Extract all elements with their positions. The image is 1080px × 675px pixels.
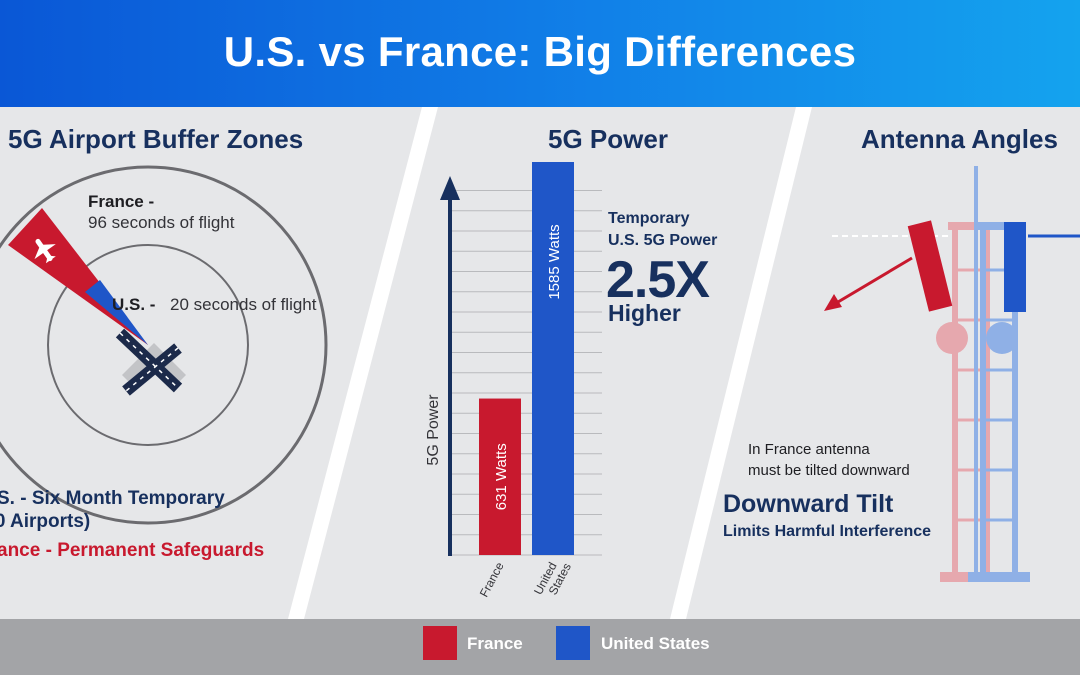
france-buffer-circle [0, 165, 328, 525]
buffer-zones-title: 5G Airport Buffer Zones [8, 124, 304, 154]
legend-swatch-france [423, 626, 457, 660]
header-banner: U.S. vs France: Big Differences [0, 0, 1080, 107]
bar-france [479, 398, 521, 555]
us-zone-detail: 20 seconds of flight [170, 295, 317, 314]
antenna-note-line1: In France antenna [748, 441, 870, 458]
bar-united-states [532, 162, 574, 555]
power-bar-chart: 631 Watts France 1585 Watts UnitedStates 5G… [425, 162, 602, 604]
antenna-note-line2: must be tilted downward [748, 462, 910, 479]
us-safeguard-note: U.S. - Six Month Temporary [0, 488, 225, 509]
us-zone-wedge [85, 280, 148, 345]
panel-divider-right [670, 107, 812, 619]
downward-tilt-subtitle: Limits Harmful Interference [723, 523, 932, 540]
category-label: UnitedStates [531, 555, 574, 604]
france-tower [936, 222, 1002, 582]
buffer-zone-diagram [0, 165, 328, 525]
downward-tilt-title: Downward Tilt [723, 490, 894, 518]
bar-value-label: 631 Watts [493, 443, 510, 510]
antenna-title: Antenna Angles [861, 124, 1058, 154]
power-title: 5G Power [548, 124, 668, 154]
callout-us-power: U.S. 5G Power [608, 232, 718, 249]
france-safeguard-note: France - Permanent Safeguards [0, 540, 265, 561]
callout-higher: Higher [608, 300, 681, 326]
callout-multiplier: 2.5X [606, 251, 710, 309]
france-signal-arrow-icon [824, 294, 842, 311]
panel-divider-left [288, 107, 438, 619]
us-zone-label: U.S. - [112, 295, 156, 314]
bar-value-label: 1585 Watts [546, 224, 563, 299]
france-zone-label: France - [88, 192, 155, 211]
callout-temporary: Temporary [608, 210, 690, 227]
france-antenna-panel [907, 220, 953, 312]
page-title: U.S. vs France: Big Differences [223, 28, 857, 75]
legend-label-france: France [467, 634, 523, 653]
france-signal-line [837, 256, 913, 304]
us-airports-note: (50 Airports) [0, 511, 91, 532]
us-antenna-panel [1004, 222, 1026, 312]
us-buffer-circle [47, 244, 249, 446]
category-label: France [477, 560, 507, 600]
legend-label-united-states: United States [601, 634, 710, 653]
us-tower [968, 166, 1030, 582]
legend-footer: France United States [0, 619, 1080, 675]
france-zone-detail: 96 seconds of flight [88, 213, 235, 232]
runway-x-icon [115, 328, 186, 396]
y-axis-label: 5G Power [425, 394, 442, 466]
legend-swatch-united-states [556, 626, 590, 660]
y-axis-arrow-icon [440, 176, 460, 200]
antenna-tower-diagram [824, 166, 1080, 582]
buffer-notes: U.S. - Six Month Temporary (50 Airports)… [0, 485, 298, 565]
